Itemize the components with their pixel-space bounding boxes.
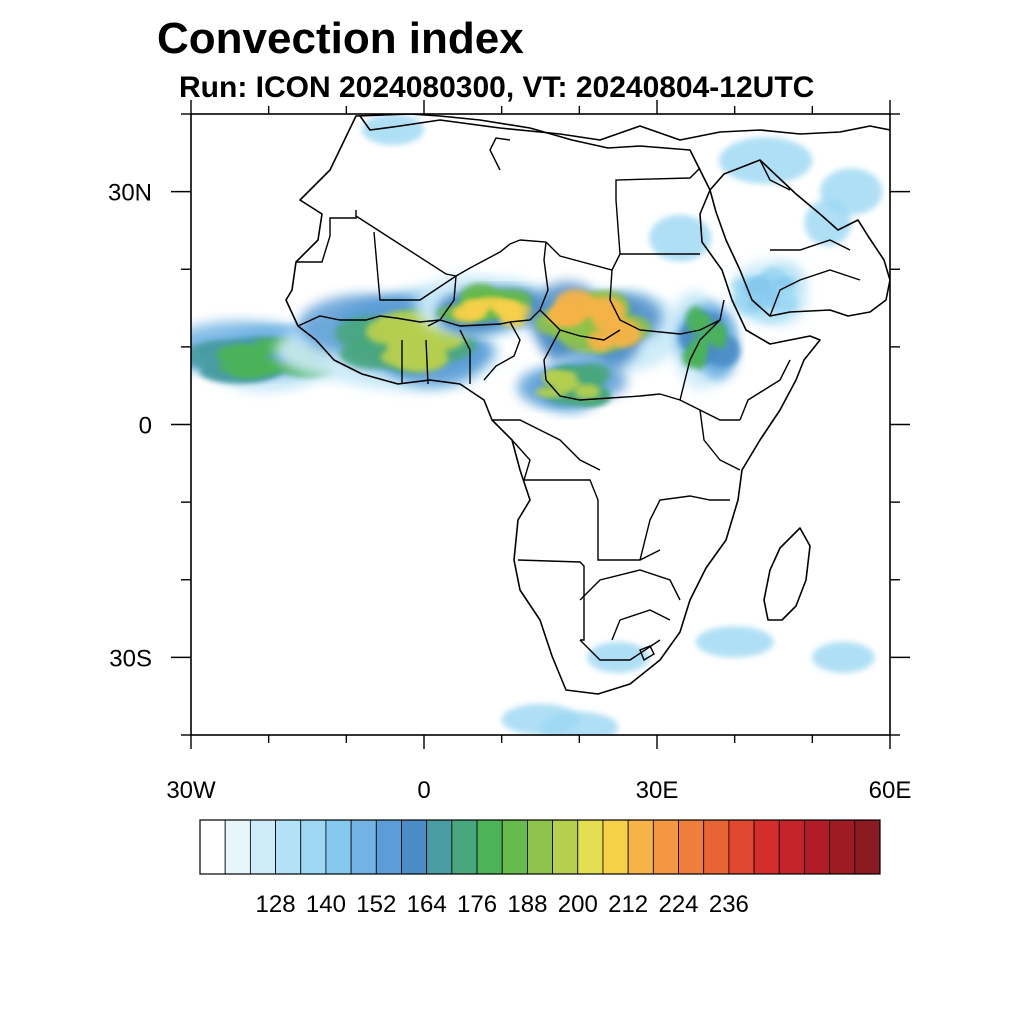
convection-cell	[216, 346, 268, 365]
convection-cell	[718, 137, 813, 184]
colorbar-swatch	[652, 819, 679, 875]
x-tick-label: 30W	[166, 777, 216, 804]
colorbar-label: 176	[457, 891, 497, 918]
colorbar-swatch	[325, 819, 352, 875]
colorbar-swatch	[199, 819, 226, 875]
colorbar-swatch	[426, 819, 453, 875]
colorbar-swatch	[703, 819, 730, 875]
colorbar-swatch	[778, 819, 805, 875]
convection-cell	[393, 344, 449, 372]
colorbar-label: 152	[356, 891, 396, 918]
colorbar-label: 188	[507, 891, 547, 918]
convection-cell	[497, 303, 534, 319]
colorbar-swatch	[728, 819, 755, 875]
x-tick-label: 0	[417, 777, 430, 804]
convection-cell	[753, 276, 773, 292]
colorbar-swatch	[577, 819, 604, 875]
colorbar-swatch	[451, 819, 478, 875]
plot-frame	[190, 113, 891, 736]
convection-cell	[540, 711, 619, 735]
colorbar-swatch	[375, 819, 402, 875]
chart-title: Convection index	[157, 14, 524, 63]
convection-cell	[587, 330, 614, 352]
convection-cell	[554, 378, 573, 394]
convection-cell	[695, 626, 774, 658]
colorbar-label: 128	[256, 891, 296, 918]
africa-coastline	[285, 114, 821, 695]
arabia-coastline	[709, 159, 890, 317]
colorbar-swatch	[300, 819, 327, 875]
convection-cell	[361, 114, 425, 146]
colorbar-swatch	[602, 819, 629, 875]
convection-cell	[702, 326, 722, 344]
colorbar-swatch	[804, 819, 831, 875]
colorbar-swatch	[829, 819, 856, 875]
colorbar-swatch	[552, 819, 579, 875]
colorbar-swatch	[275, 819, 302, 875]
convection-cell	[464, 302, 489, 318]
convection-cell	[230, 363, 264, 379]
colorbar-swatch	[678, 819, 705, 875]
madagascar-coastline	[763, 527, 811, 621]
colorbar: 128 140 152 164 176 188 200 212 224 236	[199, 819, 881, 918]
y-tick-label: 0	[139, 413, 152, 440]
convection-cell	[586, 641, 650, 673]
convection-cell	[574, 384, 601, 399]
colorbar-label: 212	[608, 891, 648, 918]
colorbar-swatch	[476, 819, 503, 875]
x-tick-label: 30E	[636, 777, 679, 804]
convection-cell	[692, 343, 706, 370]
colorbar-label: 200	[558, 891, 598, 918]
colorbar-swatch	[224, 819, 251, 875]
colorbar-label: 140	[306, 891, 346, 918]
colorbar-label: 236	[709, 891, 749, 918]
convection-cell	[550, 302, 586, 326]
colorbar-swatch	[350, 819, 377, 875]
country-borders	[296, 137, 861, 662]
convection-cell	[812, 641, 875, 673]
colorbar-swatch	[501, 819, 528, 875]
convection-cell	[649, 214, 712, 262]
convection-cell	[763, 295, 780, 307]
chart-subtitle: Run: ICON 2024080300, VT: 20240804-12UTC	[179, 71, 815, 104]
convection-cell	[586, 296, 625, 323]
colorbar-label: 224	[658, 891, 698, 918]
convection-cell	[772, 277, 795, 288]
coastlines	[285, 114, 890, 695]
y-tick-label: 30S	[109, 645, 152, 672]
colorbar-swatch	[854, 819, 881, 875]
colorbar-swatch	[527, 819, 553, 875]
colorbar-swatch	[627, 819, 654, 875]
colorbar-frame	[199, 819, 881, 875]
convection-cell	[686, 306, 705, 335]
axis-tick-labels: 30W 0 30E 60E 30N 0 30S	[108, 180, 911, 804]
colorbar-swatch	[753, 819, 780, 875]
mediterranean-north	[359, 115, 890, 141]
x-tick-label: 60E	[869, 777, 912, 804]
axis-ticks	[171, 100, 910, 749]
colorbar-label: 164	[407, 891, 447, 918]
convection-field	[191, 114, 883, 735]
y-tick-label: 30N	[108, 180, 152, 207]
colorbar-swatch	[249, 819, 276, 875]
colorbar-swatch	[401, 819, 428, 875]
